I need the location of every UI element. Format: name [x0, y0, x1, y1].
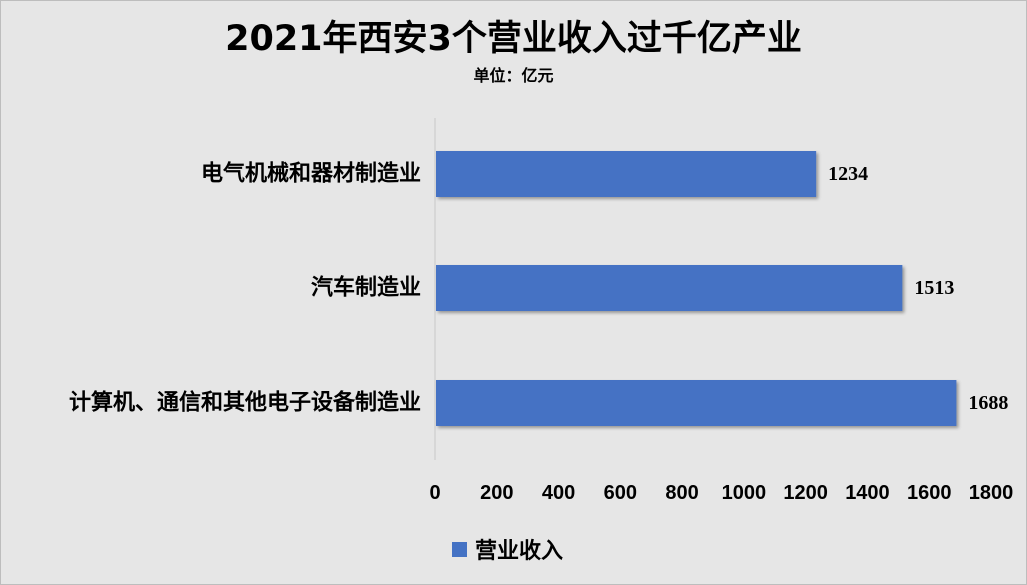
data-label: 1513	[914, 277, 954, 299]
x-tick-label: 1400	[845, 482, 890, 504]
bar	[436, 265, 903, 311]
category-label: 电气机械和器材制造业	[201, 161, 421, 187]
x-tick-label: 800	[665, 482, 698, 504]
x-tick-label: 1000	[722, 482, 767, 504]
x-tick-label: 1200	[783, 482, 828, 504]
chart-subtitle: 单位：亿元	[473, 66, 554, 85]
legend-label: 营业收入	[475, 539, 564, 564]
data-label: 1688	[968, 392, 1008, 414]
x-tick-label: 400	[542, 482, 575, 504]
x-tick-label: 0	[429, 482, 440, 504]
legend-swatch	[452, 541, 467, 557]
legend: 营业收入	[452, 533, 563, 565]
chart-title: 2021年西安3个营业收入过千亿产业	[225, 19, 802, 59]
x-tick-label: 1800	[969, 482, 1014, 504]
x-tick-label: 1600	[907, 482, 952, 504]
bar	[436, 380, 957, 426]
bar	[436, 151, 817, 197]
category-label: 汽车制造业	[311, 275, 421, 301]
category-label: 计算机、通信和其他电子设备制造业	[69, 390, 421, 416]
x-tick-label: 200	[480, 482, 513, 504]
x-tick-label: 600	[604, 482, 637, 504]
data-label: 1234	[828, 163, 868, 185]
